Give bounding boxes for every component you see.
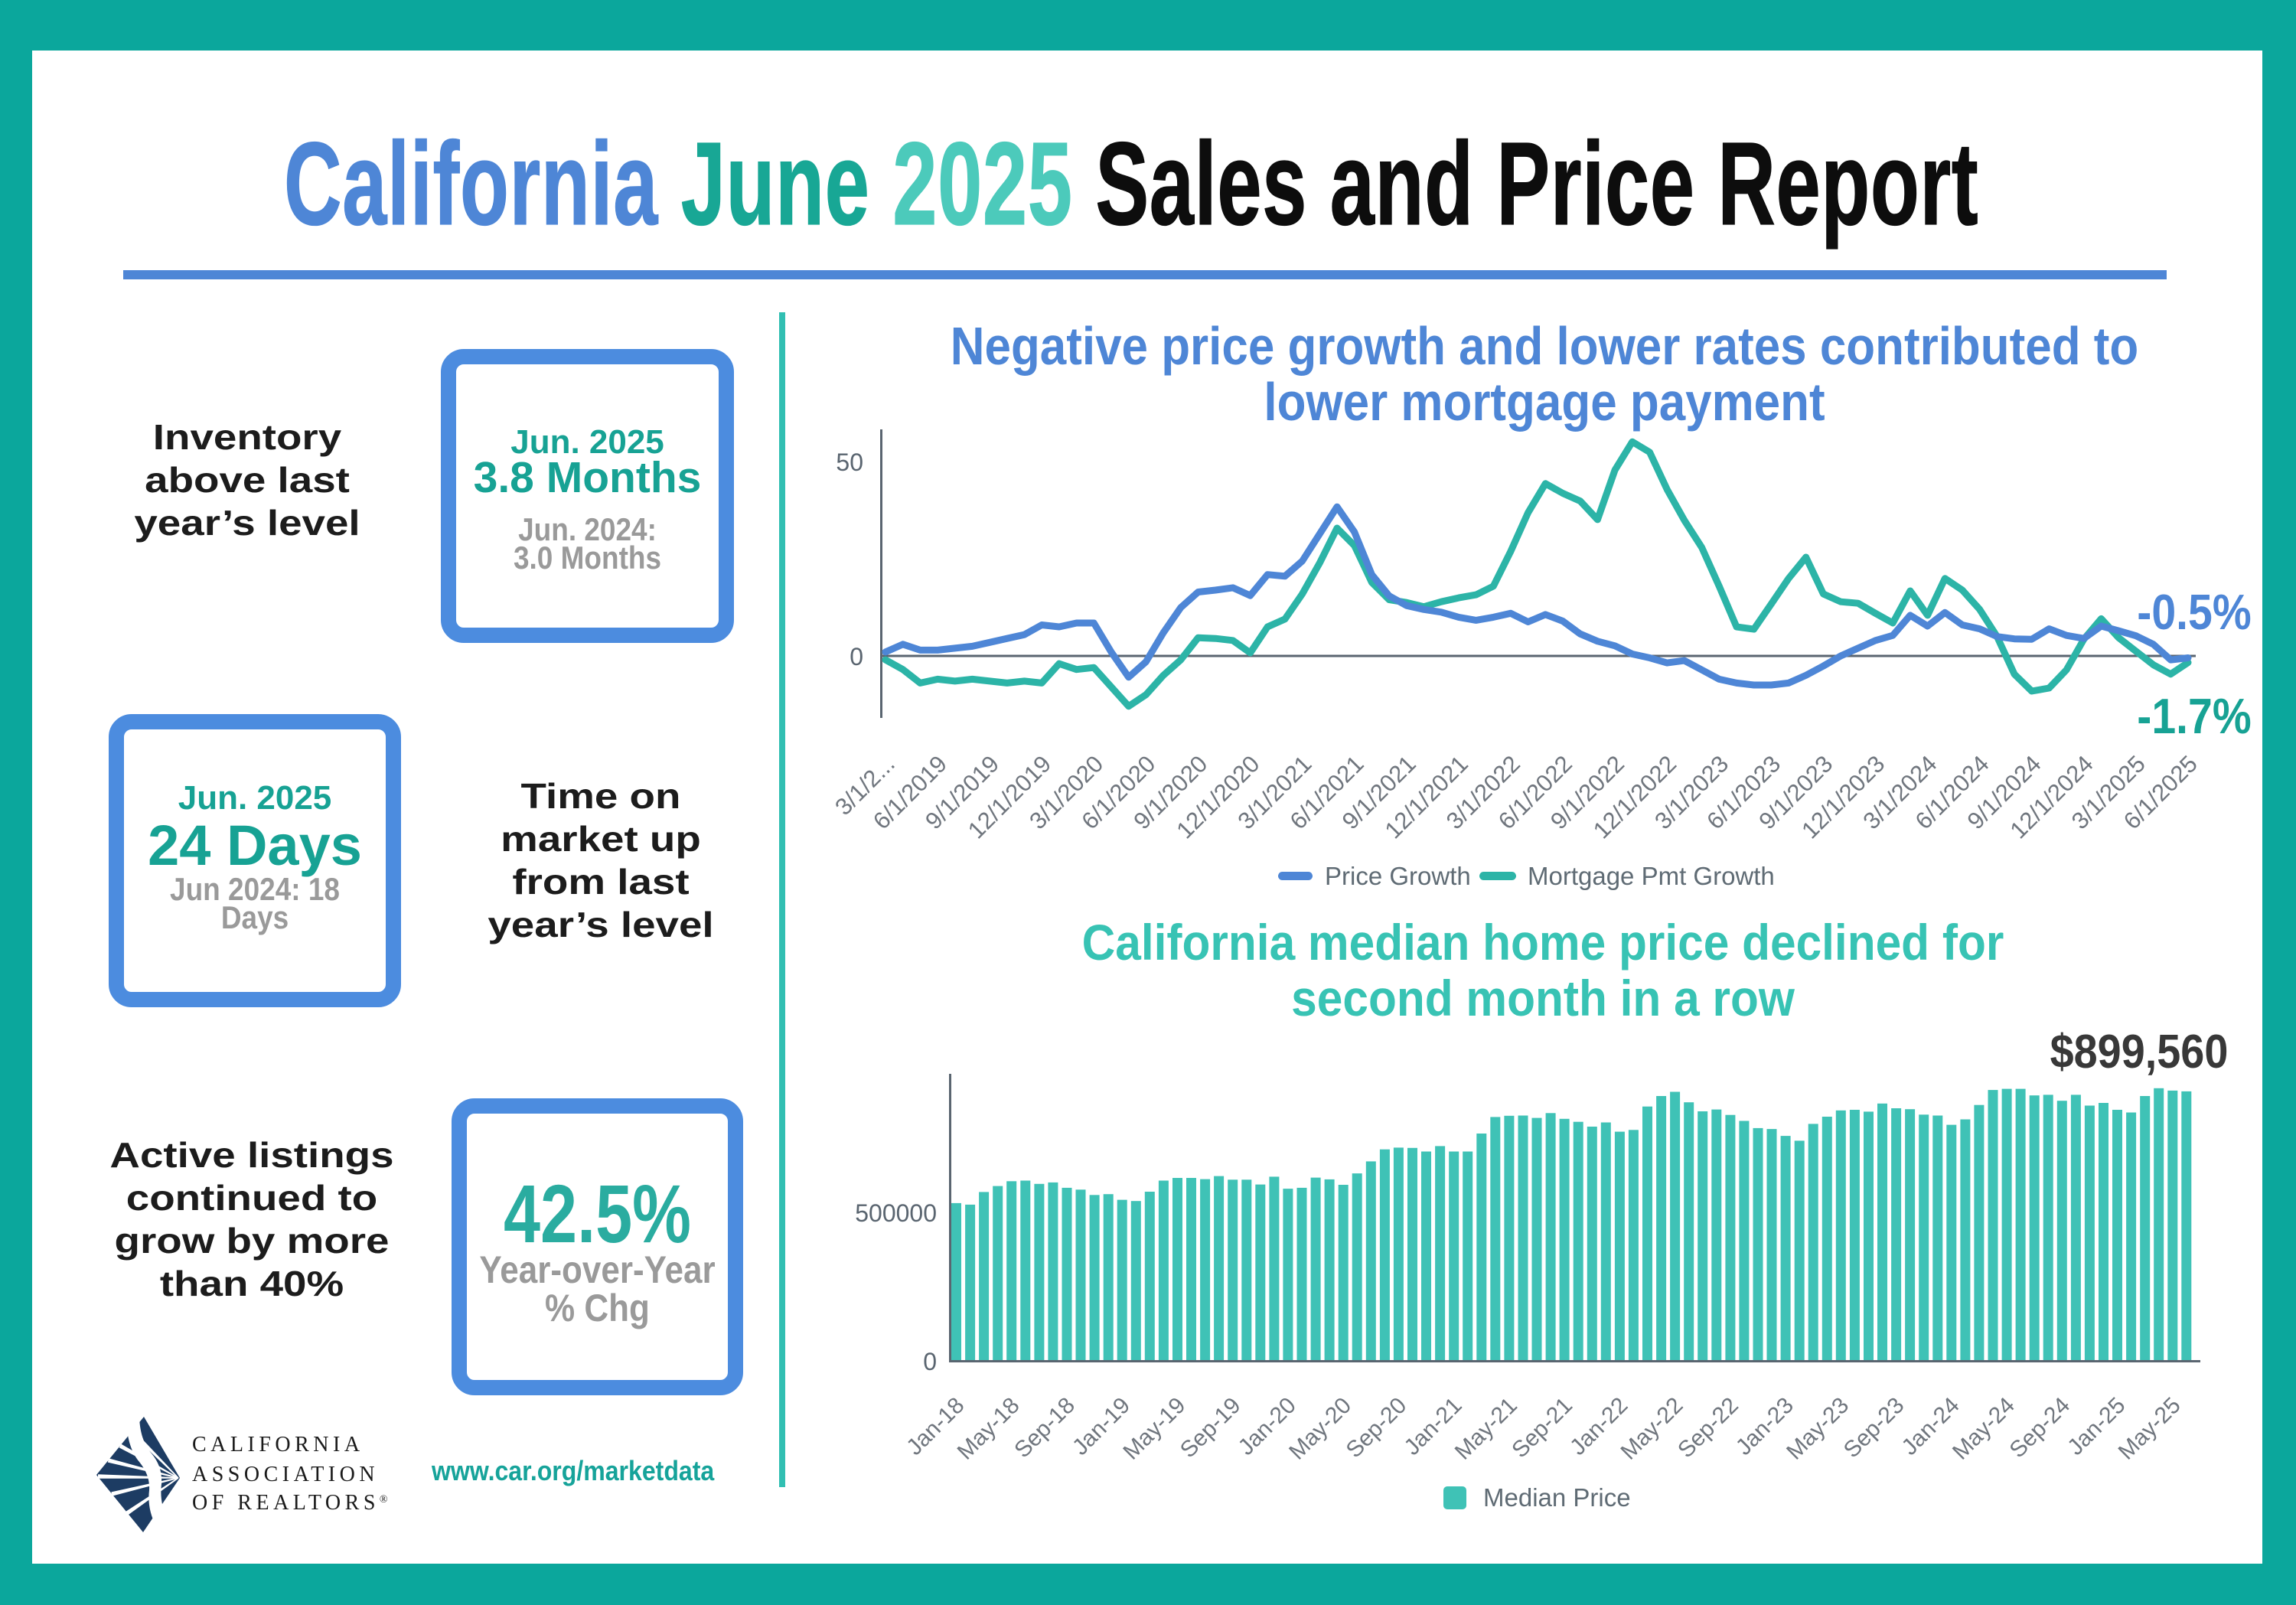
svg-text:0: 0	[850, 643, 863, 670]
svg-text:May-22: May-22	[1616, 1393, 1688, 1465]
svg-text:500000: 500000	[855, 1199, 937, 1227]
svg-text:May-23: May-23	[1782, 1393, 1854, 1465]
svg-text:Sep-23: Sep-23	[1839, 1393, 1910, 1463]
svg-text:Mortgage Pmt Growth: Mortgage Pmt Growth	[1528, 862, 1775, 890]
svg-text:Price Growth: Price Growth	[1325, 862, 1471, 890]
svg-text:May-18: May-18	[953, 1393, 1025, 1465]
svg-text:Sep-24: Sep-24	[2005, 1393, 2076, 1463]
svg-text:May-25: May-25	[2114, 1393, 2186, 1465]
svg-text:Sep-18: Sep-18	[1009, 1393, 1080, 1463]
svg-text:Sep-20: Sep-20	[1342, 1393, 1412, 1463]
svg-text:50: 50	[836, 449, 863, 476]
svg-text:May-20: May-20	[1284, 1393, 1356, 1465]
svg-text:May-24: May-24	[1948, 1393, 2020, 1465]
svg-text:Sep-22: Sep-22	[1673, 1393, 1743, 1463]
svg-text:0: 0	[923, 1348, 937, 1375]
svg-text:May-21: May-21	[1450, 1393, 1522, 1465]
svg-text:Sep-19: Sep-19	[1176, 1393, 1246, 1463]
svg-text:Sep-21: Sep-21	[1507, 1393, 1577, 1463]
svg-text:May-19: May-19	[1118, 1393, 1190, 1465]
svg-text:Median Price: Median Price	[1483, 1483, 1631, 1512]
